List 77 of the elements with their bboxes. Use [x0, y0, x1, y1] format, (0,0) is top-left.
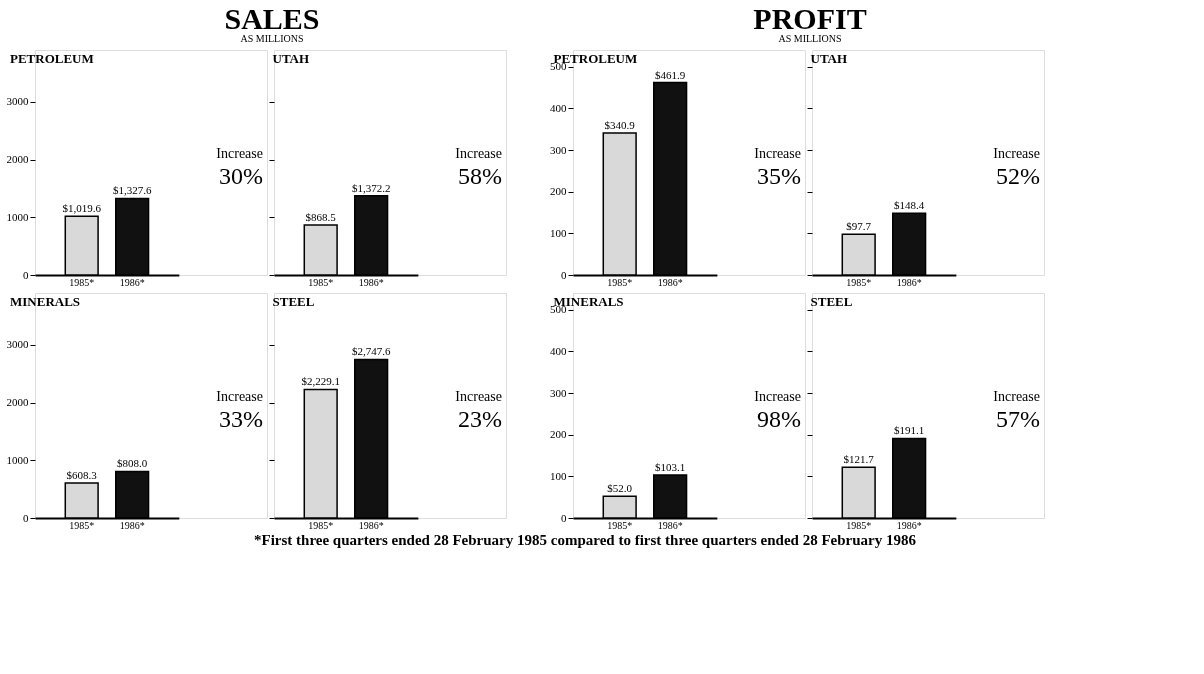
data-label: $1,019.6: [62, 202, 102, 215]
y-tick-label: 3000: [6, 338, 29, 351]
text: *First three quarters ended 28 February 1985 compared to first three quarters ended 28 February 1986: [254, 532, 917, 548]
text: PROFIT: [753, 2, 867, 35]
y-tick-label: 200: [550, 428, 567, 441]
x-tick-label: 1986*: [896, 519, 922, 531]
y-tick-label: 200: [550, 185, 567, 198]
x-tick-label: 1986*: [657, 276, 683, 288]
y-tick-label: 400: [550, 344, 567, 357]
x-tick-label: 1986*: [896, 276, 922, 288]
y-tick-label: 400: [550, 101, 567, 114]
text: Increase: [216, 145, 263, 161]
x-tick-label: 1986*: [657, 519, 683, 531]
chart-title: UTAH: [272, 51, 310, 66]
y-tick-label: 0: [561, 268, 567, 281]
text: AS MILLIONS: [778, 33, 842, 44]
data-label: $103.1: [655, 461, 686, 474]
data-label: $608.3: [66, 468, 98, 481]
data-label: $191.1: [894, 424, 925, 437]
y-tick-label: 3000: [6, 95, 29, 108]
text: Increase: [455, 145, 502, 161]
chart-title: MINERALS: [10, 294, 81, 309]
y-tick-label: 1000: [6, 210, 29, 223]
data-label: $2,747.6: [351, 345, 391, 358]
data-label: $1,372.2: [351, 181, 391, 194]
x-tick-label: 1985*: [607, 519, 633, 531]
data-label: $97.7: [846, 220, 872, 233]
text: 52%: [996, 162, 1040, 189]
chart-title: PETROLEUM: [10, 51, 94, 66]
x-tick-label: 1985*: [308, 276, 334, 288]
text: 58%: [458, 162, 502, 189]
data-label: $148.4: [894, 199, 925, 212]
x-tick-label: 1986*: [119, 276, 145, 288]
x-tick-label: 1985*: [69, 519, 95, 531]
text: AS MILLIONS: [240, 33, 304, 44]
chart-title: UTAH: [810, 51, 848, 66]
x-tick-label: 1986*: [358, 276, 384, 288]
data-label: $340.9: [604, 118, 636, 131]
y-tick-label: 0: [23, 511, 29, 524]
chart-title: STEEL: [810, 294, 853, 309]
text: Increase: [993, 145, 1040, 161]
x-tick-label: 1985*: [69, 276, 95, 288]
text: Increase: [455, 388, 502, 404]
y-tick-label: 0: [561, 511, 567, 524]
data-label: $1,327.6: [112, 184, 152, 197]
y-tick-label: 100: [550, 226, 567, 239]
text: 33%: [219, 405, 263, 432]
text: 57%: [996, 405, 1040, 432]
text: 30%: [219, 162, 263, 189]
y-tick-label: 2000: [6, 153, 29, 166]
y-tick-label: 0: [23, 268, 29, 281]
x-tick-label: 1986*: [358, 519, 384, 531]
y-tick-label: 1000: [6, 453, 29, 466]
x-tick-label: 1985*: [846, 276, 872, 288]
x-tick-label: 1985*: [846, 519, 872, 531]
data-label: $868.5: [305, 210, 337, 223]
x-tick-label: 1985*: [308, 519, 334, 531]
data-label: $461.9: [655, 68, 686, 81]
text: 23%: [458, 405, 502, 432]
text: Increase: [754, 388, 801, 404]
data-label: $808.0: [117, 457, 148, 470]
y-tick-label: 2000: [6, 396, 29, 409]
data-label: $121.7: [843, 453, 875, 466]
data-label: $2,229.1: [301, 375, 340, 388]
x-tick-label: 1986*: [119, 519, 145, 531]
y-tick-label: 100: [550, 469, 567, 482]
text: 35%: [757, 162, 801, 189]
data-label: $52.0: [607, 482, 633, 495]
text: SALES: [224, 2, 320, 35]
text: Increase: [216, 388, 263, 404]
text: 98%: [757, 405, 801, 432]
y-tick-label: 300: [550, 386, 567, 399]
chart-title: STEEL: [272, 294, 315, 309]
text: Increase: [993, 388, 1040, 404]
text: Increase: [754, 145, 801, 161]
y-tick-label: 300: [550, 143, 567, 156]
x-tick-label: 1985*: [607, 276, 633, 288]
